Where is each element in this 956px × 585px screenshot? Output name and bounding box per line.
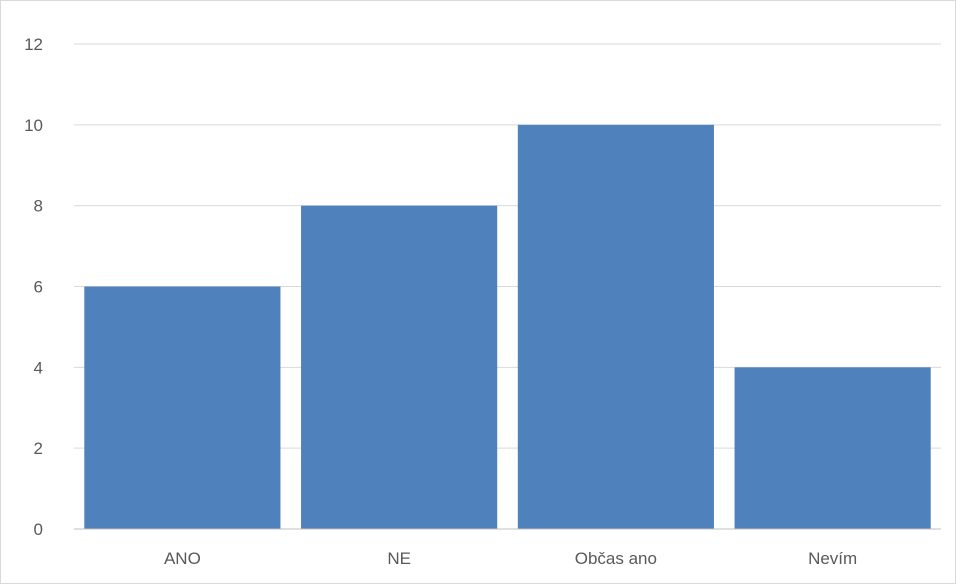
bar [517, 124, 714, 529]
y-tick-label: 6 [34, 278, 43, 297]
bar [84, 286, 281, 529]
x-tick-label: Nevím [808, 549, 857, 568]
y-tick-labels: 0 2 4 6 8 10 12 [24, 35, 43, 539]
bar [734, 367, 931, 529]
y-tick-label: 4 [34, 358, 43, 377]
x-tick-label: Občas ano [575, 549, 657, 568]
y-tick-label: 0 [34, 520, 43, 539]
bars [84, 124, 931, 529]
y-tick-label: 10 [24, 116, 43, 135]
y-tick-label: 12 [24, 35, 43, 54]
x-tick-labels: ANO NE Občas ano Nevím [164, 549, 857, 568]
y-tick-label: 2 [34, 439, 43, 458]
bar [301, 205, 498, 529]
y-tick-label: 8 [34, 197, 43, 216]
x-tick-label: NE [387, 549, 411, 568]
x-tick-label: ANO [164, 549, 201, 568]
